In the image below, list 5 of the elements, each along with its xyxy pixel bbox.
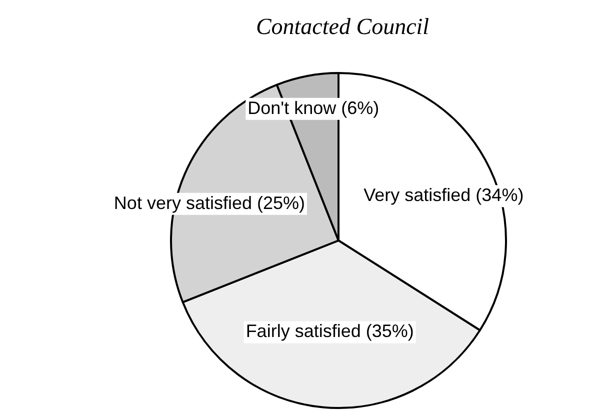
slice-label: Not very satisfied (25%) xyxy=(114,192,306,213)
chart-title: Contacted Council xyxy=(254,14,430,40)
slice-label: Very satisfied (34%) xyxy=(364,185,524,206)
slice-label: Don't know (6%) xyxy=(248,98,380,118)
slice-label: Fairly satisfied (35%) xyxy=(246,321,414,342)
